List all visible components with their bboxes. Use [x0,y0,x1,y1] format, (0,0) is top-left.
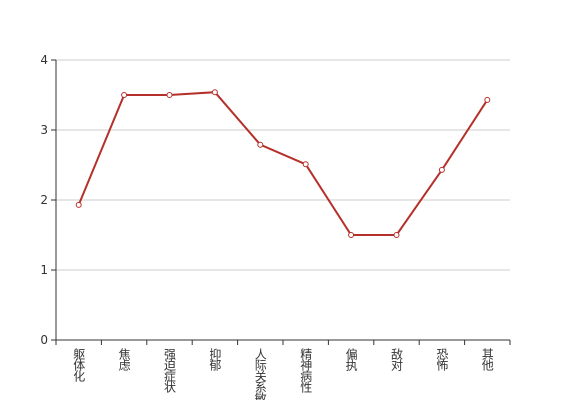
point [257,141,264,148]
y-tick-label: 4 [40,53,48,67]
x-tick-label: 人际关系敏感 [253,348,267,400]
x-tick-label: 躯体化 [72,347,86,383]
x-tick-label: 精神病性 [299,348,313,394]
point [348,232,355,238]
x-tick-label: 偏执 [344,347,358,372]
point [211,89,218,96]
line [77,91,489,236]
y-tick-label: 2 [40,193,48,207]
x-tick-label: 焦虑 [117,348,131,371]
y-tick-label: 3 [40,123,48,137]
x-tick-label: 恐怖 [435,348,449,371]
x-tick-label: 强迫症状 [163,348,177,393]
point [393,232,400,238]
y-tick-label: 0 [40,333,48,347]
x-tick-label: 抑郁 [208,347,222,372]
x-tick-label: 敌对 [390,347,404,371]
point [75,201,82,208]
point [438,166,445,173]
point [121,92,128,98]
y-tick-label: 1 [40,263,48,277]
point [484,96,491,103]
point [302,161,309,168]
x-tick-label: 其他 [480,348,494,371]
point [166,92,173,98]
